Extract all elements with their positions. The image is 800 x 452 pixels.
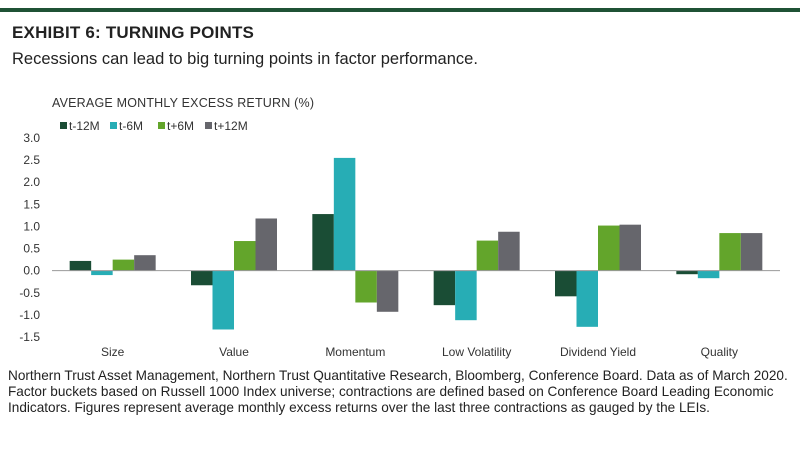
y-tick-label: 2.5 [23,153,40,167]
bar-t12m-momentum [376,270,399,312]
bar-t6m-momentum [333,157,356,271]
legend-label: t+12M [214,119,248,133]
bar-t6m-quality [697,270,720,279]
y-tick-label: -0.5 [19,286,40,300]
legend-label: t-6M [119,119,143,133]
y-axis-label: AVERAGE MONTHLY EXCESS RETURN (%) [52,96,314,110]
bar-t12m-quality [676,270,698,275]
bar-t6m-momentum [355,270,377,303]
category-label: Dividend Yield [560,345,636,359]
y-tick-label: 0.0 [23,264,40,278]
bar-t6m-dividend-yield [598,225,620,271]
y-tick-label: 1.0 [23,219,40,233]
y-tick-label: 3.0 [23,131,40,145]
y-axis-ticks: -1.5 -1.0 -0.5 0.0 0.5 1.0 1.5 2.0 2.5 3.0 [19,131,40,344]
legend-swatch [205,122,212,129]
source-footnote: Northern Trust Asset Management, Norther… [8,368,788,415]
bar-t6m-size [91,270,113,276]
bar-t12m-dividend-yield [619,224,641,271]
bar-t6m-low-volatility [476,240,499,271]
bar-t6m-low-volatility [455,270,477,321]
header-rule [0,8,800,12]
bar-t12m-low-volatility [433,270,456,306]
bar-t6m-value [234,241,256,271]
category-label: Value [219,345,249,359]
bar-t6m-size [112,259,135,271]
bar-t12m-dividend-yield [555,270,577,297]
exhibit-subtitle: Recessions can lead to big turning point… [12,50,478,68]
bar-t6m-value [212,270,234,330]
y-tick-label: 0.5 [23,242,40,256]
bars [69,157,763,330]
legend: t-12M t-6M t+6M t+12M [60,119,248,133]
category-label: Size [101,345,125,359]
category-label: Low Volatility [442,345,511,359]
bar-t12m-momentum [312,214,334,271]
factor-bar-chart: AVERAGE MONTHLY EXCESS RETURN (%) t-12M t… [19,96,780,359]
y-tick-label: -1.5 [19,330,40,344]
legend-label: t-12M [69,119,100,133]
y-tick-label: 2.0 [23,175,40,189]
exhibit-title: EXHIBIT 6: TURNING POINTS [12,23,255,42]
y-tick-label: 1.5 [23,197,40,211]
bar-t12m-quality [740,233,763,271]
bar-t12m-size [69,260,92,271]
legend-swatch [158,122,165,129]
bar-t6m-dividend-yield [576,270,598,327]
legend-label: t+6M [167,119,194,133]
bar-t12m-size [134,255,156,271]
category-label: Momentum [325,345,385,359]
legend-swatch [110,122,117,129]
category-label: Quality [701,345,738,359]
bar-t12m-value [255,218,277,271]
bar-t12m-low-volatility [498,231,520,271]
legend-swatch [60,122,67,129]
bar-t6m-quality [719,233,741,271]
bar-t12m-value [191,270,213,286]
y-tick-label: -1.0 [19,308,40,322]
category-labels: Size Value Momentum Low Volatility Dividend … [101,345,738,359]
